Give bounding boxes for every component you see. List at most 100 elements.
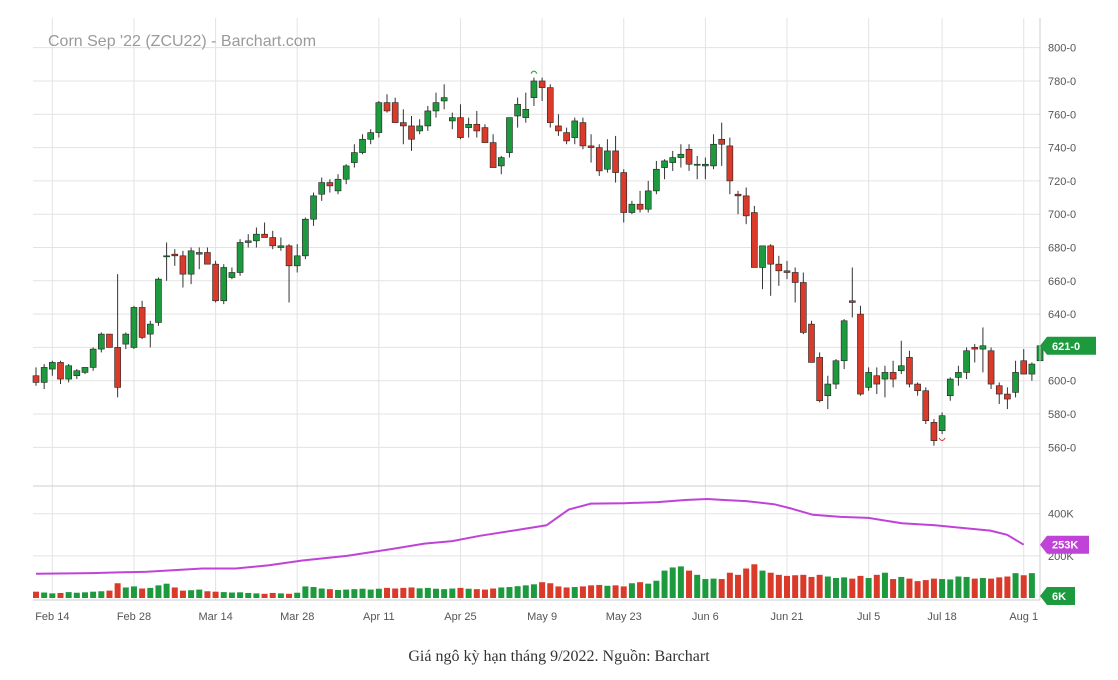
- last-price-tag: 621-0: [1040, 336, 1096, 355]
- volume-bar: [269, 592, 276, 598]
- candle-body: [751, 212, 758, 268]
- candle-body: [228, 272, 236, 278]
- volume-bar: [783, 575, 790, 598]
- candle-body: [620, 172, 628, 213]
- date-tick-label: Jul 18: [927, 611, 956, 623]
- candle-body: [367, 132, 374, 140]
- volume-bar: [514, 586, 521, 598]
- last-volume-tag: 6K: [1040, 587, 1075, 605]
- candle-body: [571, 120, 579, 138]
- volume-bar: [49, 593, 56, 598]
- price-tick-label: 680-0: [1048, 243, 1076, 255]
- candle-body: [677, 153, 685, 158]
- candle-body: [628, 203, 636, 213]
- candle-body: [563, 132, 570, 142]
- candle-body: [897, 365, 905, 372]
- candle-body: [359, 138, 366, 153]
- candle-body: [310, 195, 317, 220]
- volume-bar: [963, 576, 970, 598]
- candle-body: [865, 372, 872, 388]
- volume-bar: [473, 589, 480, 598]
- date-tick-label: Feb 28: [117, 611, 151, 623]
- candle-body: [522, 108, 530, 118]
- candle-body: [1028, 363, 1036, 375]
- candle-body: [432, 102, 440, 112]
- volume-bar: [277, 593, 284, 598]
- volume-bar: [245, 592, 252, 598]
- candle-body: [873, 375, 881, 385]
- volume-bar: [33, 591, 39, 598]
- candle-body: [702, 163, 709, 167]
- volume-bar: [65, 592, 72, 598]
- candle-body: [114, 347, 121, 388]
- volume-bar: [286, 593, 293, 598]
- figure-caption: Giá ngô kỳ hạn tháng 9/2022. Nguồn: Barc…: [408, 648, 710, 665]
- volume-bar: [130, 586, 137, 598]
- volume-bar: [294, 592, 301, 598]
- volume-bar: [416, 588, 423, 598]
- volume-bar: [890, 579, 897, 598]
- candle-body: [32, 375, 40, 383]
- price-tick-label: 780-0: [1048, 76, 1076, 88]
- volume-bar: [179, 590, 186, 598]
- volume-bar: [351, 589, 358, 598]
- candle-body: [506, 117, 513, 153]
- volume-bar: [400, 587, 407, 598]
- date-tick-label: Jun 21: [770, 611, 803, 623]
- high-marker-icon: [530, 70, 538, 74]
- candle-body: [89, 348, 97, 368]
- volume-bar: [441, 589, 448, 598]
- price-tick-label: 800-0: [1048, 43, 1076, 55]
- candle-body: [293, 255, 301, 267]
- volume-bar: [996, 577, 1003, 598]
- candle-body: [81, 367, 89, 373]
- candle-body: [261, 233, 268, 238]
- volume-bar: [628, 583, 635, 598]
- volume-bar: [865, 577, 872, 598]
- candle-body: [122, 333, 130, 345]
- last-oi-tag-text: 253K: [1052, 540, 1078, 552]
- volume-bar: [335, 589, 342, 598]
- volume-bar: [669, 567, 676, 598]
- date-tick-label: Aug 1: [1009, 611, 1038, 623]
- volume-bar: [604, 585, 611, 598]
- volume-bar: [898, 576, 905, 598]
- volume-bar: [196, 589, 203, 598]
- candle-body: [253, 233, 260, 242]
- volume-bar: [571, 587, 578, 598]
- volume-bar: [939, 579, 946, 598]
- volume-bar: [204, 591, 211, 598]
- candle-body: [326, 182, 334, 187]
- volume-bar: [506, 587, 513, 598]
- volume-bars: [33, 564, 1035, 598]
- date-tick-label: Feb 14: [35, 611, 69, 623]
- candle-body: [530, 80, 538, 98]
- candle-body: [187, 250, 195, 275]
- candle-body: [775, 263, 783, 272]
- candle-body: [391, 102, 399, 123]
- volume-bar: [645, 583, 652, 598]
- volume-bar: [237, 592, 244, 598]
- last-oi-tag-bg: [1040, 535, 1089, 554]
- gridlines: [33, 18, 1040, 600]
- candle-body: [889, 372, 897, 380]
- last-price-tag-text: 621-0: [1052, 341, 1080, 353]
- volume-bar: [310, 587, 317, 598]
- volume-bar: [1012, 573, 1019, 598]
- candle-body: [824, 383, 832, 397]
- candle-body: [800, 282, 807, 333]
- volume-bar: [735, 574, 742, 598]
- volume-bar: [261, 593, 268, 598]
- candle-body: [155, 278, 162, 323]
- candle-body: [465, 123, 472, 128]
- candle-body: [171, 253, 179, 257]
- candle-body: [538, 80, 546, 88]
- candle-body: [481, 127, 489, 143]
- volume-bar: [914, 581, 921, 598]
- candle-body: [400, 122, 407, 127]
- open-interest-line: [35, 497, 1025, 575]
- candle-body: [653, 168, 660, 192]
- candle-body: [1020, 360, 1028, 375]
- volume-bar: [318, 588, 325, 598]
- candle-body: [710, 143, 717, 167]
